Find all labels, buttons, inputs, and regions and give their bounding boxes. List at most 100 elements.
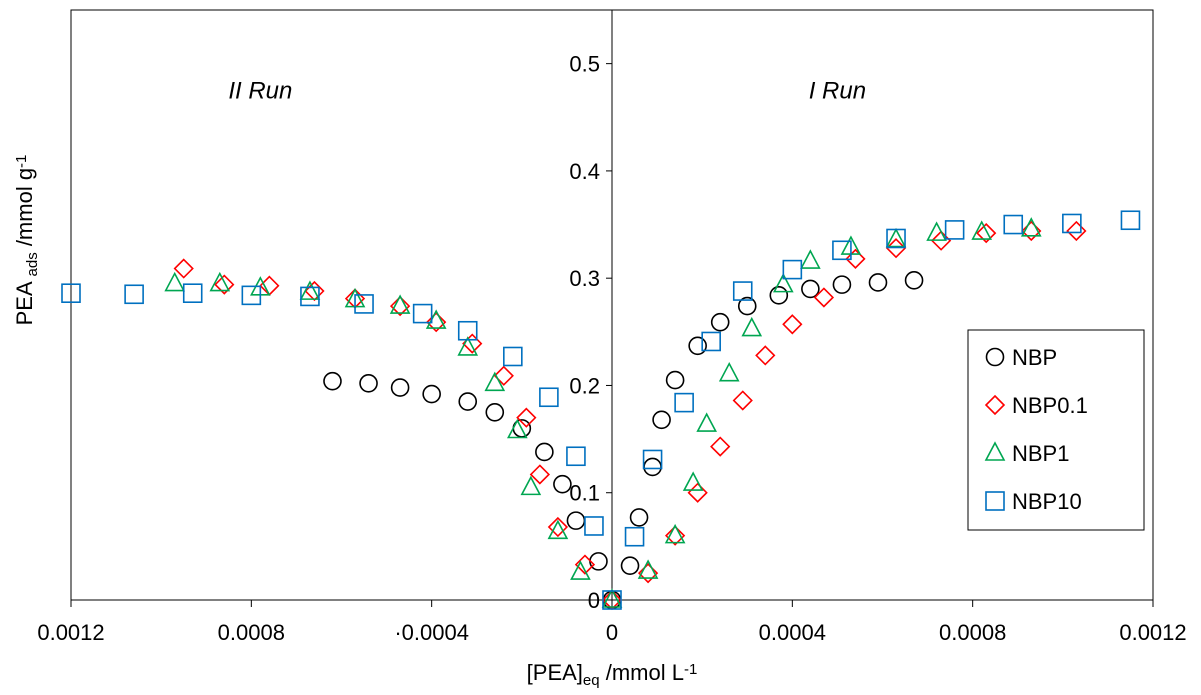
- data-point: [516, 407, 537, 428]
- data-point: [458, 392, 478, 411]
- data-point: [503, 346, 523, 367]
- y-axis-label: PEA ads /mmol g-1: [12, 155, 41, 326]
- legend-marker: [985, 491, 1005, 511]
- data-point: [457, 336, 479, 356]
- data-point: [674, 392, 694, 413]
- data-point: [485, 402, 505, 422]
- data-point: [624, 526, 645, 547]
- data-point: [584, 516, 604, 536]
- data-point: [566, 511, 586, 530]
- data-point: [493, 365, 514, 386]
- data-point: [124, 284, 144, 305]
- data-point: [359, 374, 378, 393]
- x-tick-label: 0.0012: [1119, 620, 1186, 645]
- data-point: [885, 227, 907, 248]
- data-point: [642, 449, 663, 470]
- data-point: [643, 457, 662, 477]
- data-point: [801, 279, 820, 299]
- y-tick-label: 0.1: [569, 481, 600, 506]
- data-point: [1020, 217, 1042, 237]
- series-nbp1: [164, 217, 1042, 608]
- data-point: [570, 560, 591, 580]
- data-point: [506, 418, 528, 439]
- x-tick-label: 0.0004: [759, 620, 826, 645]
- data-point: [800, 249, 821, 269]
- legend-item: NBP10: [985, 489, 1082, 514]
- data-point: [209, 271, 231, 292]
- legend-box: [967, 329, 1145, 531]
- data-point: [868, 273, 888, 292]
- data-point: [601, 588, 623, 608]
- data-point: [574, 554, 596, 575]
- data-point: [566, 446, 586, 467]
- data-point: [976, 222, 997, 244]
- data-point: [696, 412, 718, 432]
- legend-item: NBP: [985, 345, 1057, 370]
- y-tick-label: 0.4: [569, 159, 600, 184]
- y-tick-label: 0.2: [569, 373, 600, 398]
- data-point: [520, 475, 542, 496]
- data-point: [687, 482, 708, 503]
- x-tick-label: 0.0008: [939, 620, 1006, 645]
- data-point: [412, 303, 433, 324]
- legend-label: NBP10: [1012, 489, 1082, 514]
- legend-item: NBP1: [984, 441, 1069, 466]
- data-point: [652, 410, 671, 430]
- y-tick-label: 0.3: [569, 266, 600, 291]
- legend: NBP NBP0.1 NBP1 NBP10: [967, 329, 1145, 531]
- x-tick-label: ·0.0004: [394, 620, 469, 645]
- x-tick-label: 0: [606, 620, 618, 645]
- y-tick-label: 0.5: [569, 52, 600, 77]
- data-point: [769, 286, 789, 305]
- legend-marker: [984, 441, 1006, 461]
- data-point: [665, 370, 685, 390]
- data-point: [741, 316, 763, 337]
- x-tick-label: 0.0012: [37, 620, 104, 645]
- data-point: [484, 371, 506, 392]
- legend-marker: [984, 394, 1006, 416]
- data-point: [701, 331, 721, 352]
- data-point: [944, 220, 965, 240]
- y-axis-ticks: 0 0.1 0.2 0.3 0.4 0.5: [569, 52, 612, 613]
- data-point: [885, 238, 907, 259]
- data-point: [422, 384, 441, 404]
- data-point: [354, 294, 374, 314]
- data-point: [845, 248, 866, 270]
- data-point: [971, 220, 993, 240]
- x-axis-label: [PEA]eq /mmol L-1: [527, 660, 698, 689]
- data-point: [832, 275, 852, 294]
- data-point: [904, 271, 924, 290]
- data-series: [61, 210, 1141, 611]
- data-point: [737, 296, 757, 316]
- data-point: [529, 464, 550, 485]
- data-point: [832, 240, 852, 261]
- data-point: [535, 442, 554, 462]
- legend-label: NBP: [1012, 345, 1057, 370]
- legend-label: NBP1: [1012, 441, 1069, 466]
- data-point: [389, 294, 411, 314]
- data-point: [589, 552, 608, 571]
- data-point: [323, 371, 342, 391]
- data-point: [539, 387, 559, 408]
- data-point: [772, 272, 794, 293]
- data-point: [173, 258, 194, 279]
- data-point: [637, 559, 659, 579]
- data-point: [782, 259, 803, 280]
- run-annotations: II Run I Run: [228, 77, 866, 104]
- data-point: [164, 271, 186, 292]
- legend-label: NBP0.1: [1012, 393, 1088, 418]
- data-point: [782, 314, 803, 335]
- data-point: [1021, 220, 1042, 242]
- data-point: [926, 221, 947, 241]
- x-axis-ticks: 0.0012 0.0008 ·0.0004 0 0.0004 0.0008 0.0012: [37, 600, 1187, 645]
- data-point: [299, 280, 321, 300]
- series-nbp0-1: [173, 220, 1087, 611]
- data-point: [886, 228, 906, 249]
- data-point: [1120, 210, 1141, 231]
- data-point: [629, 508, 649, 527]
- run-annotation: II Run: [228, 77, 292, 104]
- data-point: [241, 285, 262, 306]
- data-point: [389, 295, 411, 317]
- data-point: [553, 474, 572, 494]
